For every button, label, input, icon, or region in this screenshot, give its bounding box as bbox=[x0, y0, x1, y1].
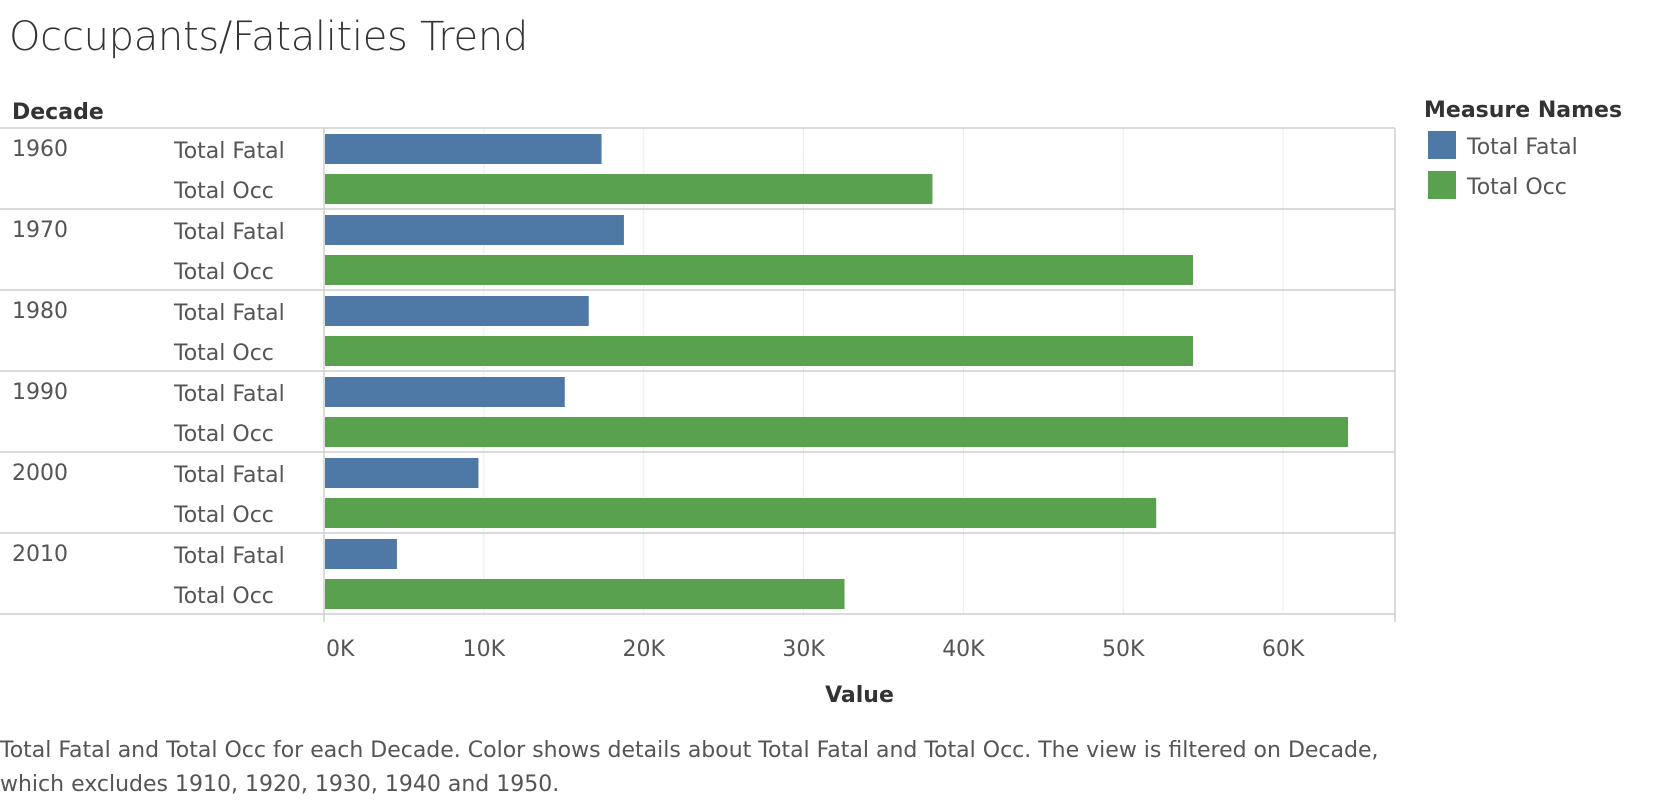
x-axis-title: Value bbox=[825, 683, 894, 708]
bar-total-occ-2010[interactable] bbox=[325, 579, 845, 609]
bar-total-occ-1970[interactable] bbox=[325, 255, 1193, 285]
decade-label-1990: 1990 bbox=[12, 380, 68, 405]
legend-swatch-total-fatal[interactable] bbox=[1428, 131, 1456, 159]
measure-label-total-occ: Total Occ bbox=[173, 584, 274, 609]
measure-label-total-fatal: Total Fatal bbox=[173, 301, 285, 326]
bar-total-fatal-1980[interactable] bbox=[325, 296, 589, 326]
bars bbox=[325, 134, 1349, 609]
bar-total-occ-1980[interactable] bbox=[325, 336, 1193, 366]
legend-title: Measure Names bbox=[1424, 98, 1622, 123]
x-tick-label: 60K bbox=[1262, 637, 1305, 662]
measure-label-total-occ: Total Occ bbox=[173, 179, 274, 204]
bar-total-occ-1960[interactable] bbox=[325, 174, 933, 204]
bar-total-occ-1990[interactable] bbox=[325, 417, 1349, 447]
x-tick-label: 10K bbox=[463, 637, 506, 662]
bar-total-occ-2000[interactable] bbox=[325, 498, 1157, 528]
legend-swatch-total-occ[interactable] bbox=[1428, 171, 1456, 199]
decade-label-1980: 1980 bbox=[12, 299, 68, 324]
legend-entry-total-fatal: Total Fatal bbox=[1466, 135, 1578, 160]
chart-title: Occupants/Fatalities Trend bbox=[9, 14, 528, 60]
bar-total-fatal-1990[interactable] bbox=[325, 377, 565, 407]
x-tick-label: 30K bbox=[782, 637, 825, 662]
bar-total-fatal-2000[interactable] bbox=[325, 458, 479, 488]
row-labels: Decade 1960 Total Fatal Total Occ 1970 Total … bbox=[12, 100, 285, 609]
x-tick-label: 0K bbox=[326, 637, 355, 662]
legend-entry-total-occ: Total Occ bbox=[1466, 175, 1567, 200]
bar-total-fatal-1970[interactable] bbox=[325, 215, 624, 245]
bar-total-fatal-1960[interactable] bbox=[325, 134, 602, 164]
measure-label-total-fatal: Total Fatal bbox=[173, 220, 285, 245]
measure-label-total-fatal: Total Fatal bbox=[173, 139, 285, 164]
chart-caption: Total Fatal and Total Occ for each Decad… bbox=[0, 738, 1379, 797]
measure-label-total-fatal: Total Fatal bbox=[173, 463, 285, 488]
measure-label-total-occ: Total Occ bbox=[173, 503, 274, 528]
chart-frame bbox=[0, 127, 1396, 622]
bar-total-fatal-2010[interactable] bbox=[325, 539, 397, 569]
measure-label-total-occ: Total Occ bbox=[173, 260, 274, 285]
bar-chart: Decade 1960 Total Fatal Total Occ 1970 Total … bbox=[0, 98, 1622, 708]
row-header-decade: Decade bbox=[12, 100, 104, 125]
x-axis: 0K 10K 20K 30K 40K 50K 60K Value bbox=[326, 637, 1305, 708]
x-tick-label: 20K bbox=[622, 637, 665, 662]
decade-label-1960: 1960 bbox=[12, 137, 68, 162]
measure-label-total-fatal: Total Fatal bbox=[173, 544, 285, 569]
x-tick-label: 50K bbox=[1102, 637, 1145, 662]
measure-label-total-fatal: Total Fatal bbox=[173, 382, 285, 407]
measure-label-total-occ: Total Occ bbox=[173, 341, 274, 366]
measure-label-total-occ: Total Occ bbox=[173, 422, 274, 447]
decade-label-2010: 2010 bbox=[12, 542, 68, 567]
decade-label-1970: 1970 bbox=[12, 218, 68, 243]
x-tick-label: 40K bbox=[942, 637, 985, 662]
legend: Measure Names Total Fatal Total Occ bbox=[1424, 98, 1622, 200]
decade-label-2000: 2000 bbox=[12, 461, 68, 486]
